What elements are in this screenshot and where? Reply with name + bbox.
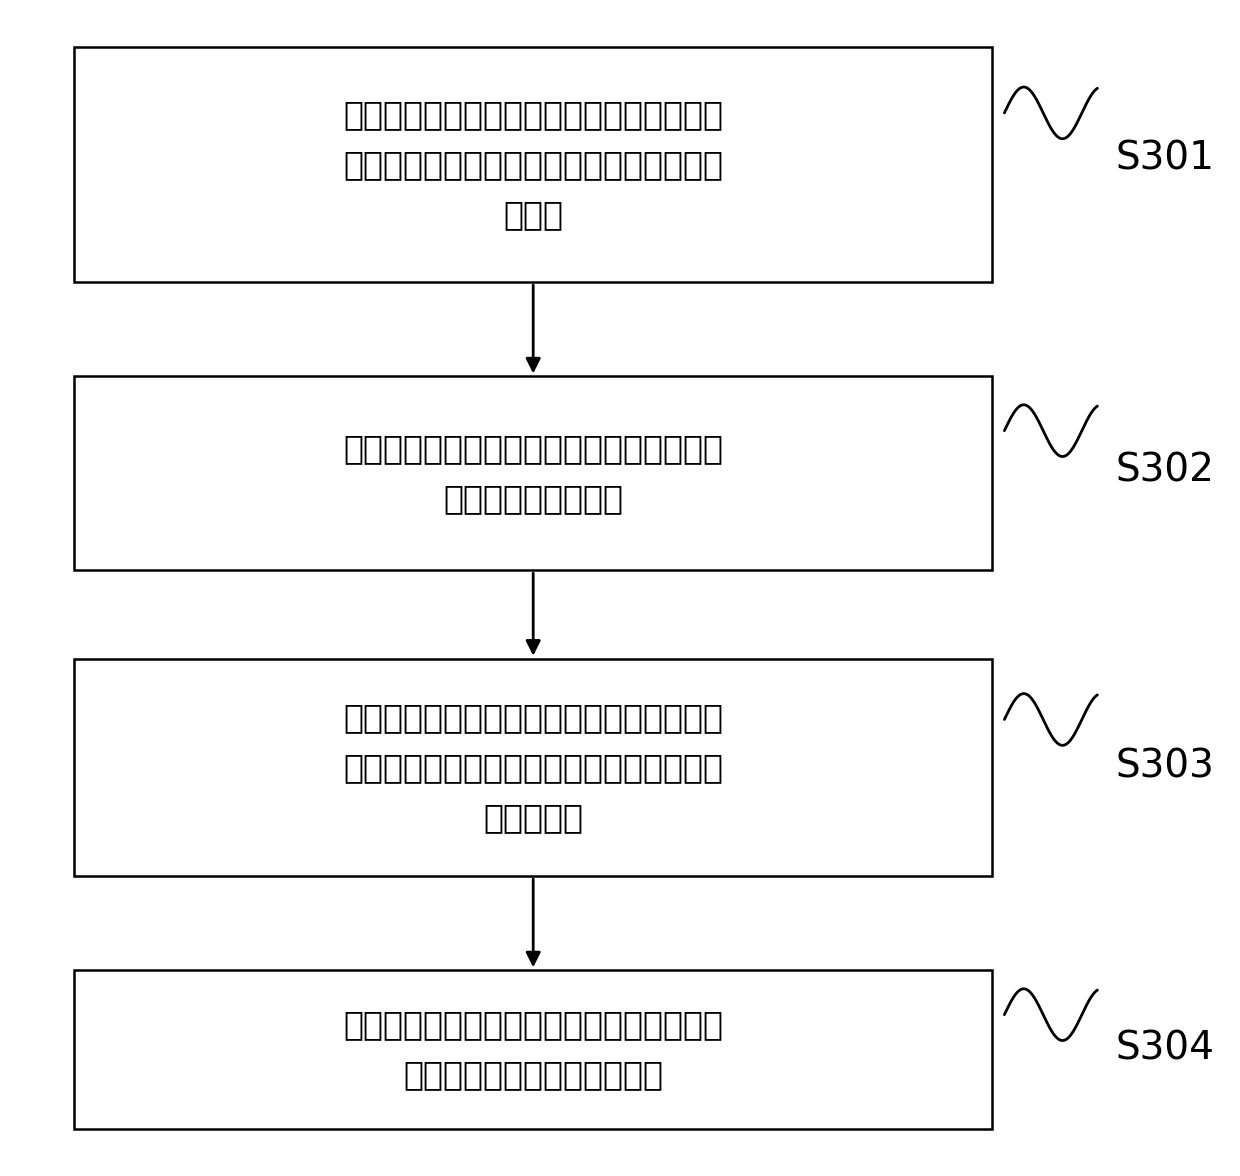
FancyBboxPatch shape bbox=[74, 659, 992, 876]
Text: 当多号码联系人对应的多个号码的信息生成
一个合并会话列表时，发出合并会回话列表
的拆分提示: 当多号码联系人对应的多个号码的信息生成 一个合并会话列表时，发出合并会回话列表 … bbox=[343, 701, 723, 834]
FancyBboxPatch shape bbox=[74, 970, 992, 1129]
FancyBboxPatch shape bbox=[74, 47, 992, 282]
Text: 当多号码联系人对应的多个号码的信息生成
多个会话列表时，发出多个会回话列表的合
并提示: 当多号码联系人对应的多个号码的信息生成 多个会话列表时，发出多个会回话列表的合 … bbox=[343, 99, 723, 230]
Text: S303: S303 bbox=[1116, 748, 1215, 786]
Text: 若收到用户拆分指令，将合并会话列表根据
多个号码拆分为多个会话列表: 若收到用户拆分指令，将合并会话列表根据 多个号码拆分为多个会话列表 bbox=[343, 1008, 723, 1091]
FancyBboxPatch shape bbox=[74, 376, 992, 570]
Text: S304: S304 bbox=[1116, 1030, 1215, 1068]
Text: S302: S302 bbox=[1116, 452, 1215, 489]
Text: 若收到用户合并指令，将多个会话列表合并
为一个合并会话列表: 若收到用户合并指令，将多个会话列表合并 为一个合并会话列表 bbox=[343, 432, 723, 515]
Text: S301: S301 bbox=[1116, 140, 1215, 178]
